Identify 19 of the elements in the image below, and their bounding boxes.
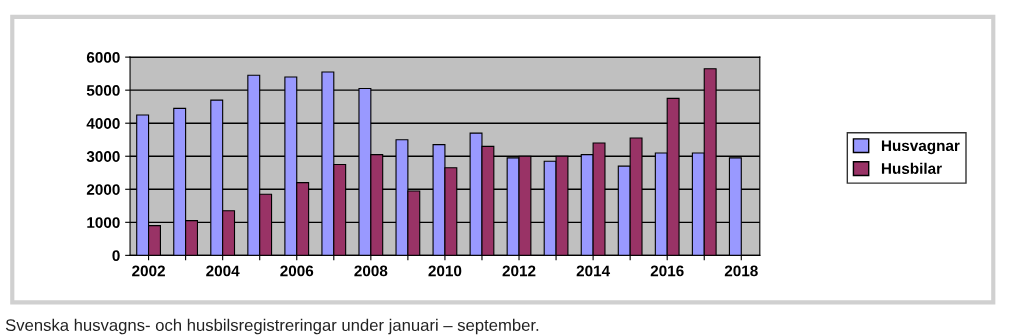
x-tick-label: 2004	[206, 265, 240, 277]
y-tick-label: 5000	[86, 85, 120, 96]
x-tick-label: 2008	[354, 265, 388, 277]
x-tick-label: 2014	[576, 265, 611, 277]
x-tick-label: 2010	[428, 265, 462, 277]
x-tick-label: 2012	[502, 265, 536, 277]
x-tick-label: 2016	[650, 265, 684, 277]
legend-label: Husbilar	[881, 162, 942, 174]
x-tick-label: 2002	[132, 265, 165, 277]
x-tick-label: 2018	[724, 265, 758, 277]
y-tick-label: 4000	[86, 118, 120, 129]
x-tick-label: 2006	[280, 265, 314, 277]
y-tick-label: 0	[112, 250, 120, 262]
legend-label: Husvagnar	[881, 140, 960, 155]
text: Svenska husvagns- och husbilsregistreringar under januari – september.	[5, 318, 539, 335]
y-tick-label: 6000	[86, 51, 120, 63]
y-tick-label: 3000	[86, 151, 120, 162]
y-tick-label: 1000	[87, 217, 120, 229]
y-tick-label: 2000	[86, 184, 120, 195]
